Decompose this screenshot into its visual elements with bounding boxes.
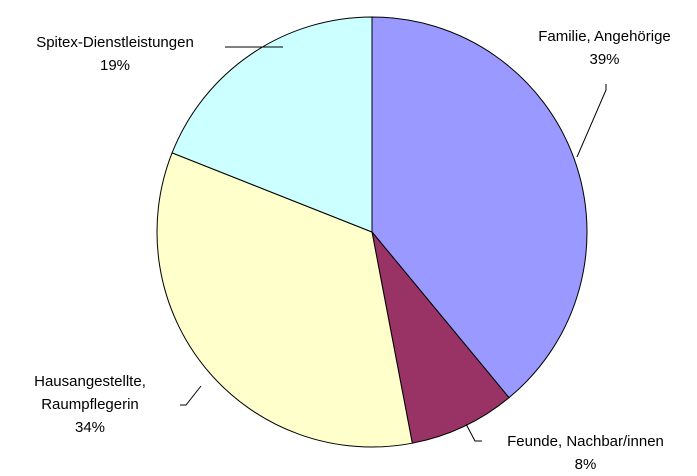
leader-line (180, 385, 202, 406)
slice-label: Feunde, Nachbar/innen 8% (478, 430, 693, 476)
slice-label: Spitex-Dienstleistungen 19% (0, 31, 230, 77)
slice-percent: 19% (99, 57, 131, 74)
pie-slice (171, 16, 373, 233)
slice-name: Spitex-Dienstleistungen (36, 34, 194, 51)
slice-name: Familie, Angehörige (538, 28, 671, 45)
pie-slice (156, 152, 413, 448)
leader-line (576, 84, 607, 158)
leader-line (465, 423, 482, 442)
slice-name: Feunde, Nachbar/innen (507, 433, 664, 450)
slice-percent: 8% (574, 456, 597, 473)
slice-name: Hausangestellte, Raumpflegerin (34, 373, 146, 413)
slice-label: Familie, Angehörige 39% (512, 25, 697, 71)
slice-percent: 39% (589, 51, 620, 68)
slice-label: Hausangestellte, Raumpflegerin 34% (20, 370, 160, 439)
pie-slice (371, 16, 588, 399)
pie-slice (371, 231, 510, 444)
slice-percent: 34% (74, 419, 106, 436)
